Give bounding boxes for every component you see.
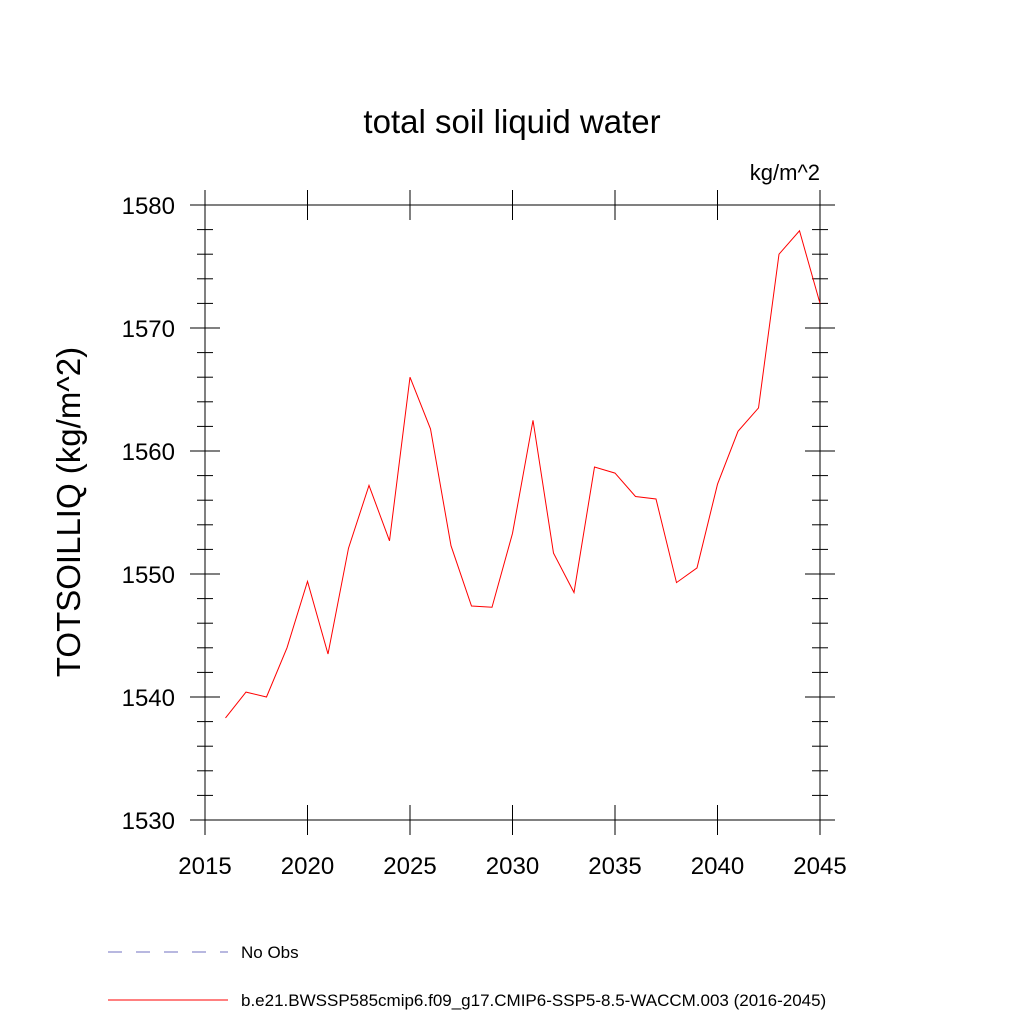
y-tick-label: 1570 — [122, 316, 175, 343]
legend-label: b.e21.BWSSP585cmip6.f09_g17.CMIP6-SSP5-8… — [241, 991, 826, 1010]
x-tick-label: 2035 — [588, 853, 641, 880]
y-tick-label: 1540 — [122, 685, 175, 712]
legend: No Obs b.e21.BWSSP585cmip6.f09_g17.CMIP6-… — [108, 943, 826, 1010]
plot-frame — [204, 204, 821, 821]
axes: 2015 2020 2025 2030 2035 2040 2045 1530 1540 1550… — [122, 190, 847, 880]
x-tick-label: 2045 — [793, 853, 846, 880]
x-tick-label: 2020 — [281, 853, 334, 880]
units-label: kg/m^2 — [750, 160, 820, 185]
y-tick-label: 1550 — [122, 562, 175, 589]
y-axis-label: TOTSOILLIQ (kg/m^2) — [50, 347, 87, 677]
series-line — [225, 229, 821, 719]
legend-label: No Obs — [241, 943, 299, 962]
x-tick-label: 2040 — [691, 853, 744, 880]
x-tick-label: 2015 — [178, 853, 231, 880]
y-tick-label: 1560 — [122, 439, 175, 466]
y-tick-label: 1530 — [122, 808, 175, 835]
x-tick-label: 2030 — [486, 853, 539, 880]
y-tick-label: 1580 — [122, 193, 175, 220]
x-tick-label: 2025 — [383, 853, 436, 880]
chart-title: total soil liquid water — [363, 103, 660, 140]
series-layer — [225, 229, 821, 719]
